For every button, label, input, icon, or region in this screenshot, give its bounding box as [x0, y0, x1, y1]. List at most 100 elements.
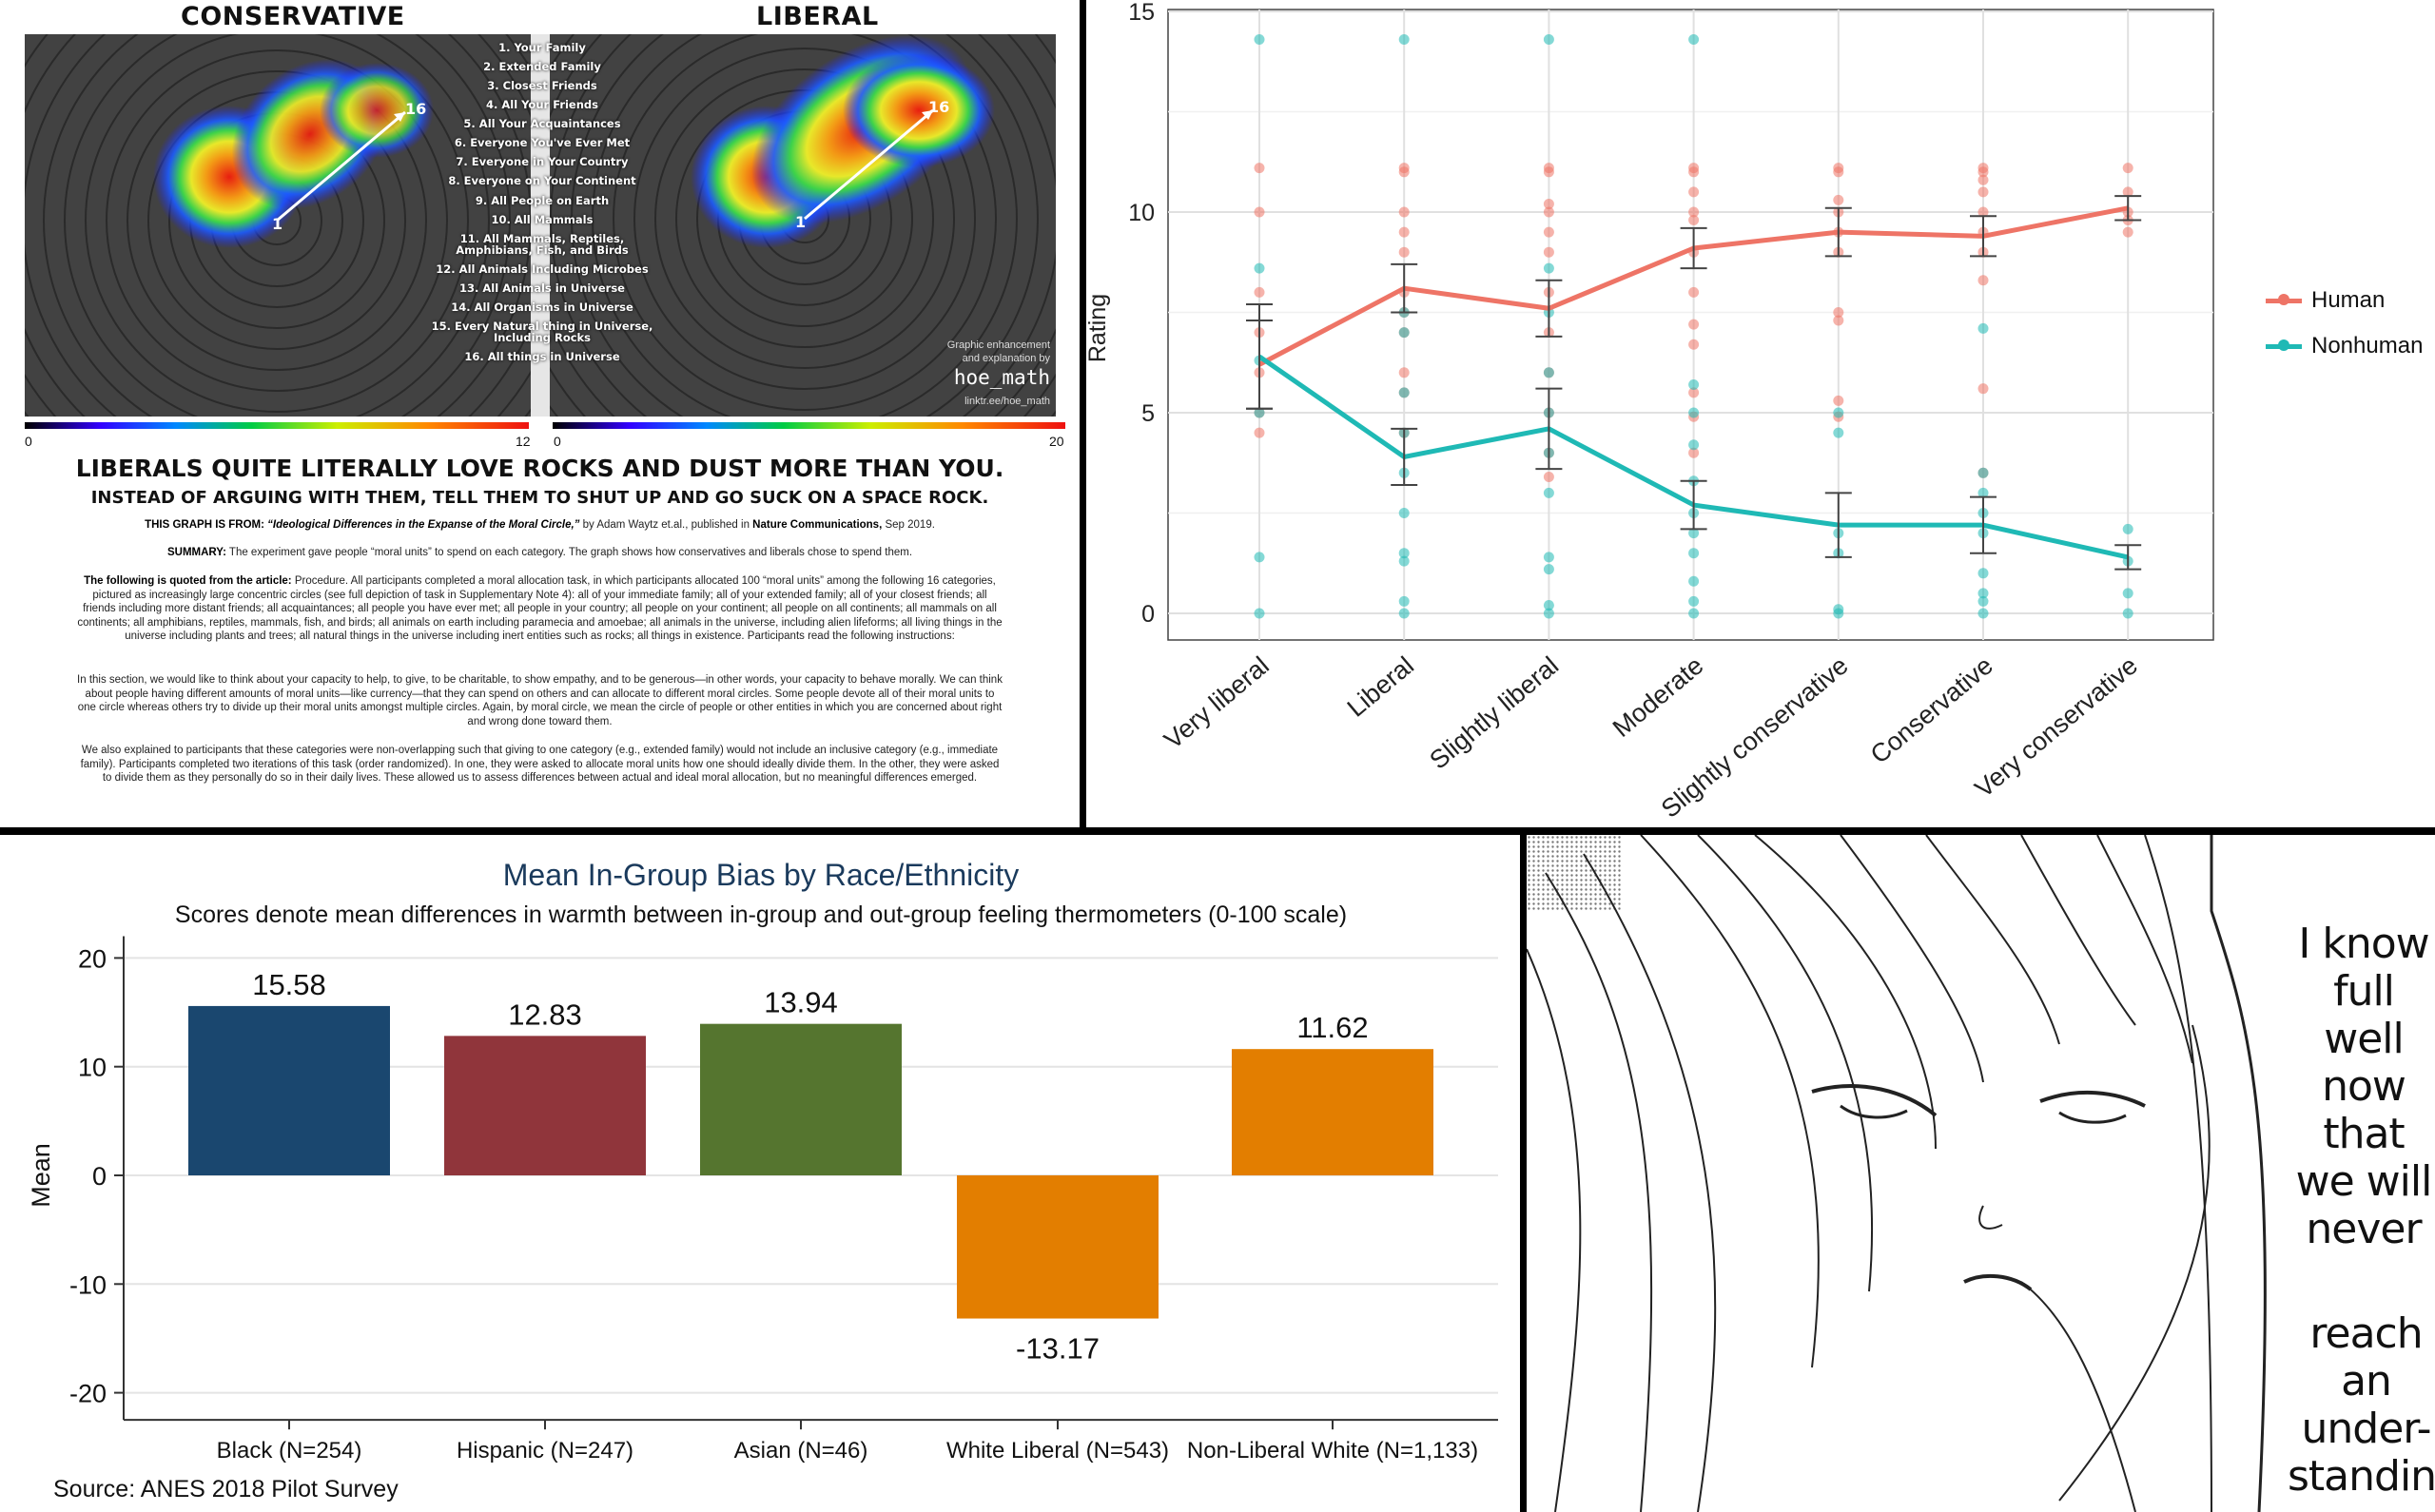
- nonhuman-point: [1543, 34, 1554, 46]
- human-line: [1257, 205, 2129, 367]
- nonhuman-point: [1254, 552, 1265, 563]
- nonhuman-point: [1977, 595, 1989, 607]
- liberal-scale-max: 20: [1049, 434, 1064, 449]
- quote-paragraph: The following is quoted from the article…: [76, 574, 1003, 644]
- category-item: 4. All Your Friends: [486, 98, 598, 112]
- nonhuman-point: [1688, 475, 1700, 487]
- nonhuman-point: [2122, 523, 2133, 534]
- human-point: [1688, 186, 1700, 198]
- conservative-heat: [153, 59, 434, 248]
- legend-human-label: Human: [2311, 287, 2386, 313]
- nonhuman-point: [1398, 467, 1410, 478]
- category-item: 14. All Organisms in Universe: [451, 300, 633, 314]
- human-point: [1977, 246, 1989, 258]
- x-tick-label: Non-Liberal White (N=1,133): [1187, 1438, 1478, 1464]
- human-point: [1398, 327, 1410, 339]
- manga-panel: I know full well now that we will never …: [1527, 835, 2435, 1512]
- category-item: 16. All things in Universe: [464, 350, 620, 364]
- human-point: [2122, 226, 2133, 238]
- bar-value-label: 13.94: [764, 986, 838, 1019]
- human-point: [1977, 206, 1989, 218]
- bar: [700, 1023, 902, 1175]
- conservative-colorbar: [25, 422, 529, 429]
- nonhuman-point: [1398, 608, 1410, 619]
- ring: [592, 34, 1018, 417]
- credit-line-2: and explanation by: [963, 353, 1051, 364]
- x-tick-label: Asian (N=46): [734, 1438, 868, 1464]
- human-point: [1398, 286, 1410, 298]
- human-point: [2122, 206, 2133, 218]
- nonhuman-point: [1977, 322, 1989, 334]
- bubble2-line: reach an: [2309, 1309, 2423, 1405]
- nonhuman-point: [1543, 367, 1554, 378]
- ring: [64, 34, 490, 417]
- ring: [43, 34, 511, 417]
- bar-value-label: -13.17: [1016, 1332, 1100, 1366]
- nonhuman-line: [1257, 354, 2129, 560]
- y-tick-label: -10: [69, 1270, 107, 1299]
- bar-chart-subtitle: Scores denote mean differences in warmth…: [174, 901, 1348, 928]
- x-tick-label: Liberal: [1342, 651, 1419, 723]
- liberal-heat: [691, 34, 995, 248]
- x-tick-label: Black (N=254): [217, 1438, 362, 1464]
- source-title: “Ideological Differences in the Expanse …: [267, 519, 580, 531]
- human-swatch: [2266, 293, 2302, 305]
- human-point: [1398, 387, 1410, 398]
- human-point: [2122, 163, 2133, 174]
- nonhuman-point: [1398, 508, 1410, 518]
- human-point: [1833, 163, 1844, 174]
- nonhuman-point: [1254, 407, 1265, 418]
- nonhuman-point: [1688, 575, 1700, 587]
- speech-bubble-2: reach an under- standing.: [2288, 1310, 2435, 1501]
- human-point: [1254, 163, 1265, 174]
- nonhuman-point: [1688, 378, 1700, 390]
- liberal-scale-min: 0: [554, 434, 561, 449]
- liberal-marker-end: 16: [928, 98, 949, 116]
- nonhuman-point: [1543, 407, 1554, 418]
- ring: [85, 34, 469, 413]
- x-tick-label: Hispanic (N=247): [457, 1438, 633, 1464]
- nonhuman-point: [1833, 608, 1844, 619]
- y-tick-label: 5: [1141, 400, 1155, 427]
- ring: [654, 68, 955, 369]
- human-point: [1977, 186, 1989, 198]
- human-point: [1977, 226, 1989, 238]
- source-date: Sep 2019.: [882, 519, 935, 531]
- nonhuman-point: [1543, 447, 1554, 458]
- nonhuman-point: [1543, 564, 1554, 575]
- nonhuman-point: [2122, 555, 2133, 567]
- moral-circle-panel: CONSERVATIVE LIBERAL: [0, 0, 1080, 827]
- category-item: 1. Your Family: [498, 41, 586, 54]
- y-tick-label: 10: [78, 1054, 107, 1082]
- credit-handle: hoe_math: [954, 366, 1050, 389]
- instructions-paragraph: In this section, we would like to think …: [77, 674, 1003, 727]
- human-point: [1398, 226, 1410, 238]
- human-point: [1833, 411, 1844, 422]
- x-tick-label: Moderate: [1607, 651, 1709, 743]
- human-point: [1543, 206, 1554, 218]
- category-item: 3. Closest Friends: [487, 79, 597, 93]
- bar-chart-source: Source: ANES 2018 Pilot Survey: [53, 1476, 399, 1502]
- human-point: [1688, 411, 1700, 422]
- nonhuman-point: [1977, 487, 1989, 498]
- summary-text: The experiment gave people “moral units”…: [225, 547, 913, 558]
- human-point: [1977, 383, 1989, 395]
- human-point: [1688, 166, 1700, 178]
- human-point: [1977, 275, 1989, 286]
- human-point: [1688, 387, 1700, 398]
- human-point: [1543, 472, 1554, 483]
- category-item: 2. Extended Family: [483, 60, 601, 74]
- human-point: [1398, 367, 1410, 378]
- bubble2-line: standing.: [2288, 1452, 2435, 1501]
- nonhuman-point: [1977, 608, 1989, 619]
- human-point: [1254, 206, 1265, 218]
- human-point: [1254, 286, 1265, 298]
- y-tick-label: 20: [78, 944, 107, 973]
- human-point: [1833, 246, 1844, 258]
- nonhuman-point: [1688, 407, 1700, 418]
- x-tick-label: Very liberal: [1159, 651, 1275, 755]
- ring: [571, 34, 1039, 417]
- human-point: [1833, 315, 1844, 326]
- category-list: 1. Your Family 2. Extended Family 3. Close…: [428, 42, 656, 370]
- conservative-marker-start: 1: [272, 215, 282, 233]
